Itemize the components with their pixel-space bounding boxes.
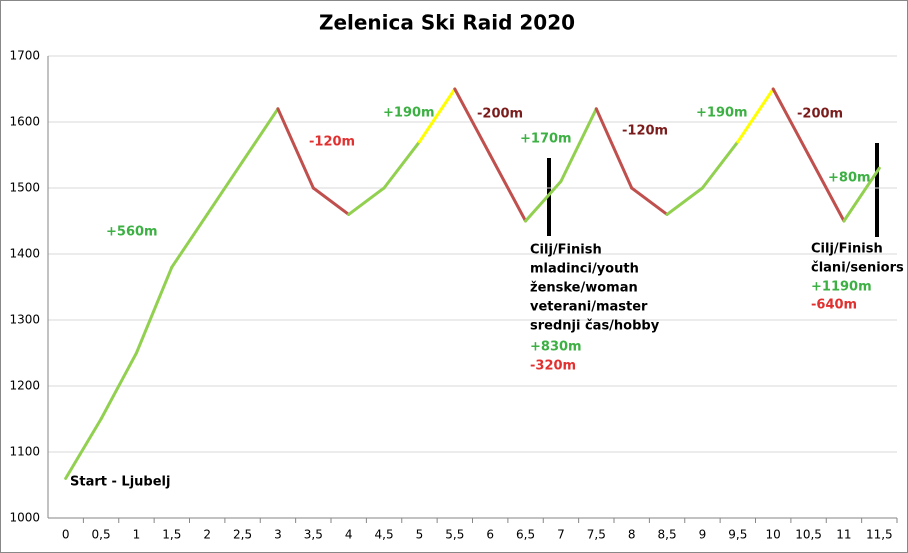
line-segment [736,87,775,144]
x-tick-label: 10 [766,528,781,542]
line-segment [842,166,881,223]
line-segment [241,107,280,164]
line-segment [417,87,457,144]
x-tick-label: 3 [274,528,282,542]
line-segment [453,87,492,157]
y-tick-label: 1200 [9,379,40,393]
x-tick-label: 2 [203,528,211,542]
annotation: +560m [106,225,158,240]
x-tick-label: 6,5 [516,528,535,542]
annotation: ženske/woman [530,281,638,296]
x-tick-label: 7,5 [587,528,606,542]
x-tick-label: 10,5 [795,528,822,542]
annotation: Start - Ljubelj [70,475,170,490]
line-segment [170,212,209,269]
line-segment [347,186,386,216]
annotation: +190m [383,106,435,121]
line-segment [594,107,634,190]
annotation: +170m [520,132,572,147]
y-tick-label: 1100 [9,445,40,459]
annotation: +80m [828,171,871,186]
x-tick-label: 11 [836,528,851,542]
annotation: -120m [309,135,355,150]
line-segment [311,186,351,216]
x-tick-label: 5,5 [445,528,464,542]
line-segment [700,140,740,190]
line-segment [559,107,598,183]
x-tick-label: 9 [699,528,707,542]
x-tick-label: 0 [62,528,70,542]
line-segment [64,417,103,480]
annotation: -200m [797,107,843,122]
x-tick-label: 7 [557,528,565,542]
line-segment [134,265,174,355]
y-tick-label: 1000 [9,511,40,525]
x-tick-label: 8,5 [658,528,677,542]
annotation: veterani/master [530,300,648,315]
annotation: mladinci/youth [530,262,639,277]
line-segment [807,153,846,223]
annotation: +830m [530,340,582,355]
line-segment [665,186,704,216]
x-tick-label: 5 [416,528,424,542]
line-segment [382,140,421,190]
line-segment [488,153,528,223]
annotation: srednji čas/hobby [530,319,660,334]
y-tick-label: 1500 [9,181,40,195]
line-segment [771,87,811,157]
annotation: -640m [811,298,857,313]
x-tick-label: 1,5 [162,528,181,542]
chart-title: Zelenica Ski Raid 2020 [319,11,575,35]
annotation: -320m [530,359,576,374]
annotation: +1190m [811,280,872,295]
annotation: +190m [696,106,748,121]
annotation: člani/seniors [811,261,904,276]
annotation: -120m [622,124,668,139]
annotation: -200m [477,107,523,122]
x-tick-label: 0,5 [92,528,111,542]
x-tick-label: 6 [486,528,494,542]
x-tick-label: 9,5 [728,528,747,542]
annotation: Cilj/Finish [530,243,602,258]
x-tick-label: 1 [133,528,141,542]
line-segment [276,107,315,190]
x-tick-label: 4 [345,528,353,542]
x-tick-label: 11,5 [866,528,893,542]
x-tick-label: 2,5 [233,528,252,542]
annotation: Cilj/Finish [811,242,883,257]
y-tick-label: 1600 [9,115,40,129]
line-segment [99,351,138,421]
line-segment [524,179,563,223]
x-tick-label: 4,5 [375,528,394,542]
x-tick-label: 3,5 [304,528,323,542]
y-tick-label: 1700 [9,49,40,63]
line-segment [630,186,669,216]
line-segment [205,160,245,216]
x-tick-label: 8 [628,528,636,542]
y-tick-label: 1300 [9,313,40,327]
y-tick-label: 1400 [9,247,40,261]
